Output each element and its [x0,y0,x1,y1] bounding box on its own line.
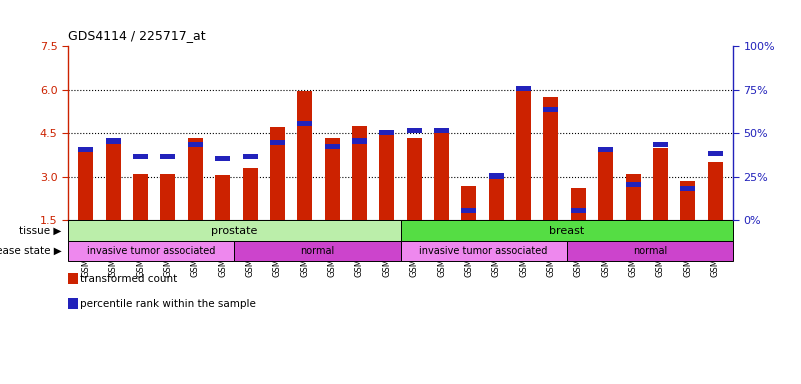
Bar [516,87,531,220]
Bar [380,130,394,135]
Bar [106,139,121,144]
Text: GDS4114 / 225717_at: GDS4114 / 225717_at [68,29,206,42]
Bar [543,107,558,113]
Bar [543,97,558,220]
Bar [106,137,121,220]
Bar [680,185,695,191]
Bar [680,181,695,220]
Bar [400,241,567,261]
Bar [653,148,668,220]
Text: prostate: prostate [211,226,257,236]
Bar [187,137,203,220]
Bar [215,175,230,220]
Bar [133,154,148,159]
Bar [160,154,175,159]
Bar [235,241,400,261]
Bar [270,140,285,146]
Bar [567,241,733,261]
Bar [68,241,235,261]
Bar [352,126,367,220]
Bar [243,168,258,220]
Text: invasive tumor associated: invasive tumor associated [420,246,548,256]
Bar [243,154,258,159]
Bar [598,147,614,152]
Text: normal: normal [300,246,335,256]
Bar [461,185,477,220]
Bar [297,91,312,220]
Bar [489,173,504,179]
Bar [352,139,367,144]
Text: percentile rank within the sample: percentile rank within the sample [80,299,256,309]
Bar [400,220,733,241]
Bar [78,147,94,152]
Bar [407,128,421,133]
Bar [434,133,449,220]
Bar [78,151,94,220]
Bar [626,174,641,220]
Text: tissue ▶: tissue ▶ [19,226,62,236]
Bar [215,156,230,161]
Bar [571,208,586,214]
Bar [380,133,394,220]
Bar [461,208,477,214]
Bar [489,174,504,220]
Text: disease state ▶: disease state ▶ [0,246,62,256]
Bar [707,151,723,156]
Bar [407,137,421,220]
Bar [324,137,340,220]
Bar [297,121,312,126]
Bar [707,162,723,220]
Text: transformed count: transformed count [80,274,177,284]
Bar [133,174,148,220]
Bar [270,127,285,220]
Bar [324,144,340,149]
Text: normal: normal [633,246,667,256]
Bar [516,86,531,91]
Bar [598,151,614,220]
Bar [434,128,449,133]
Text: invasive tumor associated: invasive tumor associated [87,246,215,256]
Bar [187,142,203,147]
Bar [653,142,668,147]
Text: breast: breast [549,226,585,236]
Bar [571,189,586,220]
Bar [160,174,175,220]
Bar [626,182,641,187]
Bar [68,220,400,241]
